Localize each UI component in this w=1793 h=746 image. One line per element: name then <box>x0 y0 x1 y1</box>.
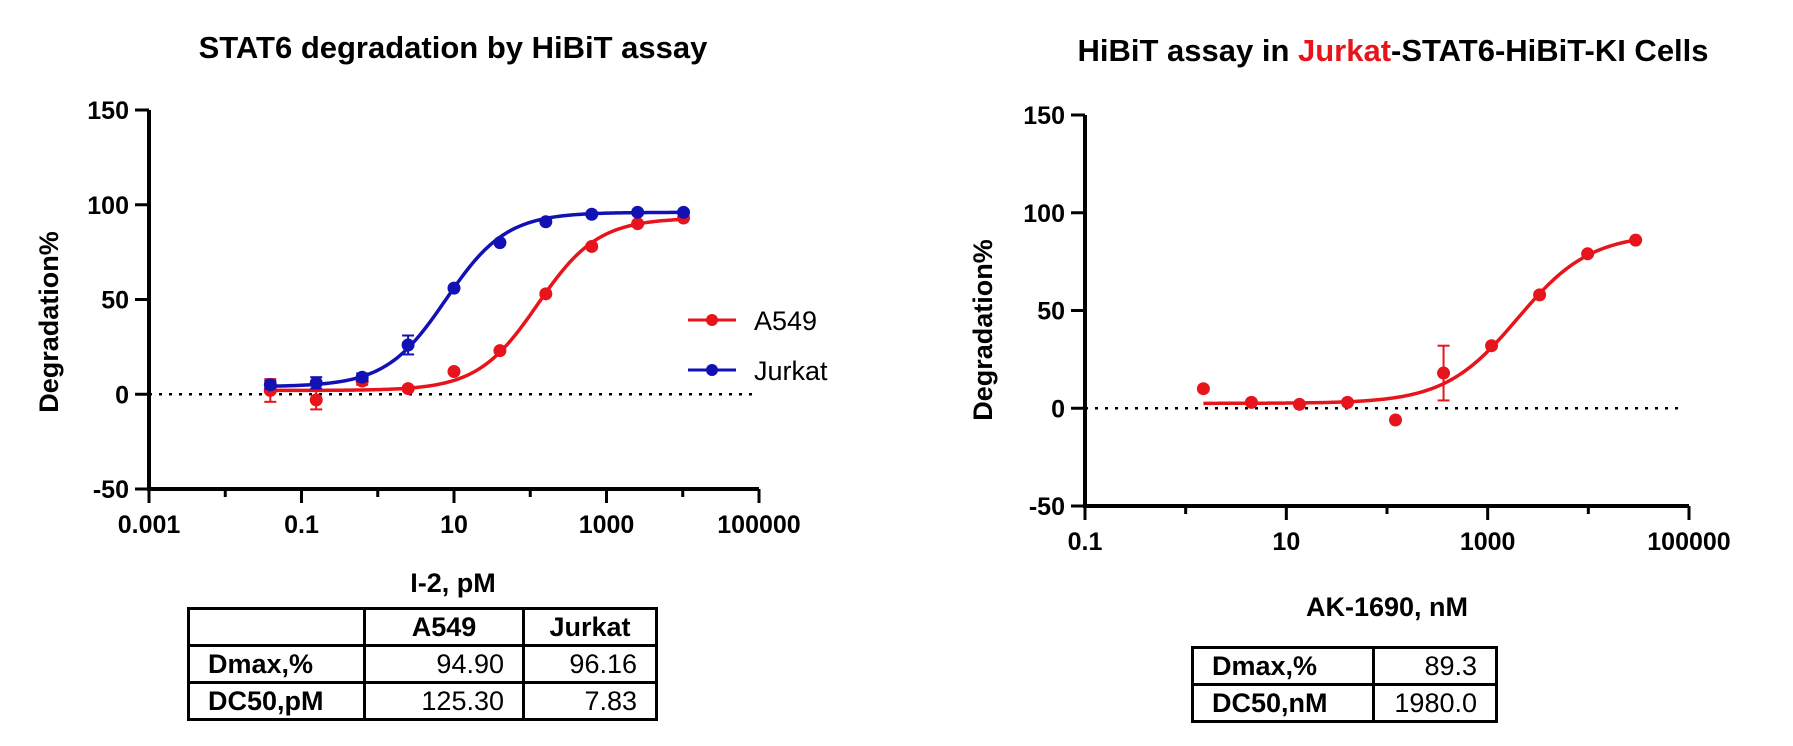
left-x-tick-label: 10 <box>440 511 468 539</box>
table-cell-a549-dc50: 125.30 <box>363 681 525 721</box>
right-y-tick-label: 100 <box>1023 200 1065 228</box>
right-title-part-3: -STAT6-HiBiT-KI Cells <box>1391 33 1708 68</box>
left-data-point-jurkat <box>355 370 369 384</box>
table-row-label-dmax: Dmax,% <box>187 644 366 684</box>
right-x-axis-label: AK-1690, nM <box>1306 592 1468 622</box>
right-data-point-series <box>1292 397 1306 411</box>
left-data-point-jurkat <box>631 205 645 219</box>
right-data-point-series <box>1196 382 1210 396</box>
right-x-tick-label: 10 <box>1272 528 1300 556</box>
left-data-point-a549 <box>539 287 553 301</box>
right-fit-curves <box>1203 238 1636 406</box>
legend-label-a549: A549 <box>754 306 817 336</box>
table-row-label-dmax: Dmax,% <box>1191 646 1375 686</box>
right-axes: -50 0 50 100 150 0.1 10 1000 100000 <box>1023 102 1730 556</box>
table-row: Dmax,% 89.3 <box>1191 646 1498 686</box>
left-x-axis-label: I-2, pM <box>410 568 496 598</box>
left-fit-curves <box>270 210 684 393</box>
left-y-axis-label: Degradation% <box>34 231 64 413</box>
right-x-tick-label: 1000 <box>1460 528 1516 556</box>
chart-right: HiBiT assay in Jurkat-STAT6-HiBiT-KI Cel… <box>968 33 1731 622</box>
right-data-point-series <box>1485 339 1499 353</box>
table-row: A549 Jurkat <box>187 607 658 647</box>
left-data-points <box>263 205 691 411</box>
table-row: DC50,nM 1980.0 <box>1191 683 1498 723</box>
left-x-tick-label: 0.1 <box>284 511 319 539</box>
left-data-point-jurkat <box>309 376 323 390</box>
left-data-point-a549 <box>493 344 507 358</box>
table-cell-jurkat-dc50: 7.83 <box>522 681 658 721</box>
left-chart-title: STAT6 degradation by HiBiT assay <box>199 30 709 65</box>
chart-left: STAT6 degradation by HiBiT assay -50 0 50 1… <box>34 30 828 598</box>
left-axes: -50 0 50 100 150 0.001 0.1 10 1000 100000 <box>87 97 800 539</box>
left-data-point-jurkat <box>677 205 691 219</box>
legend-marker-jurkat <box>706 364 718 376</box>
left-data-point-jurkat <box>585 207 599 221</box>
right-stats-table: Dmax,% 89.3 DC50,nM 1980.0 <box>1191 646 1498 723</box>
right-x-tick-label: 100000 <box>1647 528 1730 556</box>
left-data-point-jurkat <box>493 236 507 250</box>
right-data-point-series <box>1340 395 1354 409</box>
right-chart-title: HiBiT assay in Jurkat-STAT6-HiBiT-KI Cel… <box>1077 33 1708 68</box>
left-y-tick-label: 0 <box>115 381 129 409</box>
legend-marker-a549 <box>706 314 718 326</box>
right-y-tick-label: 0 <box>1051 395 1065 423</box>
right-x-tick-label: 0.1 <box>1068 528 1103 556</box>
right-y-tick-label: 50 <box>1037 298 1065 326</box>
table-row: DC50,pM 125.30 7.83 <box>187 681 658 721</box>
right-y-tick-label: -50 <box>1029 493 1065 521</box>
right-data-point-series <box>1581 247 1595 261</box>
legend-label-jurkat: Jurkat <box>754 356 828 386</box>
table-cell-dc50-value: 1980.0 <box>1372 683 1498 723</box>
left-data-point-a549 <box>447 365 461 379</box>
left-legend: A549 Jurkat <box>688 306 828 386</box>
table-row-label-dc50: DC50,pM <box>187 681 366 721</box>
right-data-point-series <box>1389 413 1403 427</box>
left-x-tick-label: 100000 <box>717 511 800 539</box>
left-data-point-a549 <box>585 239 599 253</box>
left-data-point-jurkat <box>539 215 553 229</box>
right-y-tick-label: 150 <box>1023 102 1065 130</box>
left-y-tick-label: 50 <box>101 287 129 315</box>
table-cell-dmax-value: 89.3 <box>1372 646 1498 686</box>
right-y-axis-label: Degradation% <box>968 239 998 421</box>
left-data-point-a549 <box>309 393 323 407</box>
left-data-point-a549 <box>631 217 645 231</box>
left-fit-curve-jurkat <box>270 210 684 388</box>
left-data-point-jurkat <box>447 281 461 295</box>
left-data-point-jurkat <box>263 378 277 392</box>
right-data-points <box>1196 233 1643 427</box>
table-corner-cell <box>187 607 366 647</box>
right-title-part-1: HiBiT assay in <box>1077 33 1298 68</box>
table-row-label-dc50: DC50,nM <box>1191 683 1375 723</box>
right-data-point-series <box>1533 288 1547 302</box>
left-x-tick-label: 0.001 <box>118 511 181 539</box>
table-header-a549: A549 <box>363 607 525 647</box>
right-fit-curve-series <box>1203 238 1636 406</box>
left-y-tick-label: 100 <box>87 192 129 220</box>
table-header-jurkat: Jurkat <box>522 607 658 647</box>
left-stats-table: A549 Jurkat Dmax,% 94.90 96.16 DC50,pM 1… <box>187 607 658 721</box>
left-y-tick-label: 150 <box>87 97 129 125</box>
table-cell-jurkat-dmax: 96.16 <box>522 644 658 684</box>
right-data-point-series <box>1244 395 1258 409</box>
right-data-point-series <box>1437 366 1451 380</box>
left-x-tick-label: 1000 <box>579 511 635 539</box>
table-row: Dmax,% 94.90 96.16 <box>187 644 658 684</box>
left-data-point-jurkat <box>401 338 415 352</box>
table-cell-a549-dmax: 94.90 <box>363 644 525 684</box>
left-y-tick-label: -50 <box>93 476 129 504</box>
left-data-point-a549 <box>401 382 415 396</box>
right-data-point-series <box>1629 233 1643 247</box>
left-fit-curve-a549 <box>270 217 684 393</box>
right-title-part-2: Jurkat <box>1298 33 1391 68</box>
